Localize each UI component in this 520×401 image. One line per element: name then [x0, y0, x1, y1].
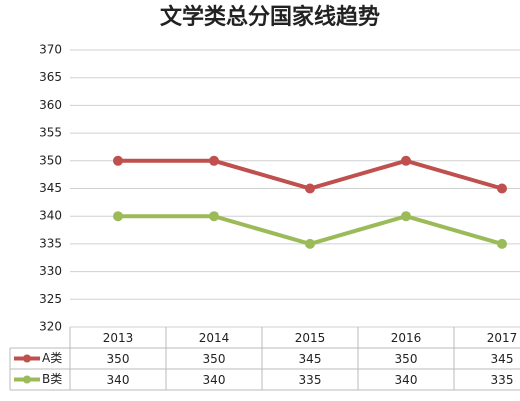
point	[113, 211, 123, 222]
table-value: 340	[203, 373, 226, 387]
point	[209, 211, 219, 222]
point	[401, 155, 411, 166]
legend-label: A类	[42, 351, 62, 365]
table-value: 350	[107, 352, 130, 366]
table-value: 350	[203, 352, 226, 366]
table-value: 340	[107, 373, 130, 387]
y-tick-label: 335	[39, 236, 62, 250]
table-value: 345	[491, 352, 514, 366]
point	[497, 238, 507, 249]
table-value: 335	[299, 373, 322, 387]
y-tick-label: 370	[39, 43, 62, 57]
table-value: 340	[395, 373, 418, 387]
y-tick-label: 330	[39, 264, 62, 278]
point	[497, 183, 507, 194]
x-tick-label: 2013	[103, 331, 134, 345]
y-tick-label: 360	[39, 98, 62, 112]
x-tick-label: 2016	[391, 331, 422, 345]
x-tick-label: 2017	[487, 331, 518, 345]
point	[209, 155, 219, 166]
y-tick-label: 345	[39, 181, 62, 195]
y-tick-label: 365	[39, 70, 62, 84]
point	[113, 155, 123, 166]
point	[305, 238, 315, 249]
table-value: 335	[491, 373, 514, 387]
y-tick-label: 320	[39, 320, 62, 334]
y-tick-label: 350	[39, 153, 62, 167]
point	[305, 183, 315, 194]
legend-label: B类	[42, 372, 62, 386]
x-tick-label: 2015	[295, 331, 326, 345]
y-tick-label: 355	[39, 126, 62, 140]
table-value: 350	[395, 352, 418, 366]
chart-title: 文学类总分国家线趋势	[160, 4, 380, 30]
point	[401, 211, 411, 222]
y-tick-label: 340	[39, 209, 62, 223]
legend-marker	[23, 354, 31, 363]
y-tick-label: 325	[39, 292, 62, 306]
table-value: 345	[299, 352, 322, 366]
legend-marker	[23, 375, 31, 384]
x-tick-label: 2014	[199, 331, 230, 345]
